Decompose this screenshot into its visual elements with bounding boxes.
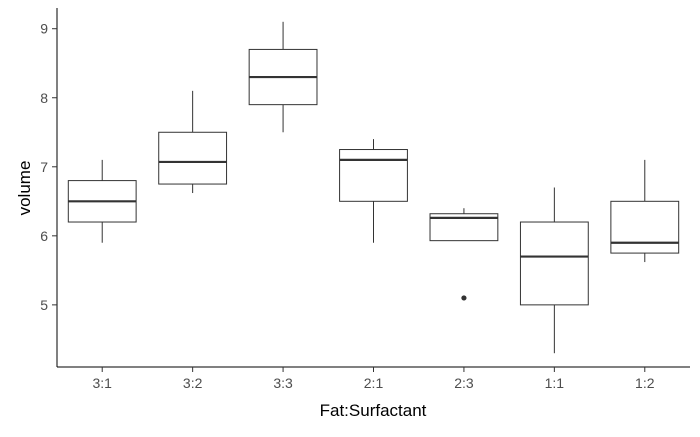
x-tick-label: 3:2 [183,375,203,391]
x-tick-label: 3:1 [92,375,112,391]
box-group-3-2 [158,90,228,194]
y-axis-title: volume [15,161,34,216]
box-iqr [158,131,228,185]
marks-layer [67,21,680,354]
box-group-3-3 [248,21,318,133]
box-iqr [610,200,680,254]
y-tick-label: 7 [40,159,48,175]
x-tick-label: 2:3 [454,375,474,391]
box-iqr [519,221,589,306]
y-tick-label: 5 [40,297,48,313]
box-group-2-3 [429,208,499,301]
box-group-1-1 [519,187,589,354]
box-iqr [339,149,408,202]
outlier-point [461,295,467,301]
y-tick-label: 6 [40,228,48,244]
box-group-1-2 [610,159,680,263]
x-tick-label: 2:1 [364,375,384,391]
box-group-2-1 [339,139,408,243]
x-tick-label: 1:2 [635,375,655,391]
y-tick-label: 8 [40,90,48,106]
x-tick-label: 3:3 [273,375,293,391]
x-tick-label: 1:1 [545,375,565,391]
x-axis-title: Fat:Surfactant [320,401,427,420]
ticks-layer: 3:1 3:2 3:3 2:1 2:3 1:1 1:2 5 6 7 8 9 [40,21,655,391]
y-tick-label: 9 [40,21,48,37]
box-group-3-1 [67,159,137,243]
